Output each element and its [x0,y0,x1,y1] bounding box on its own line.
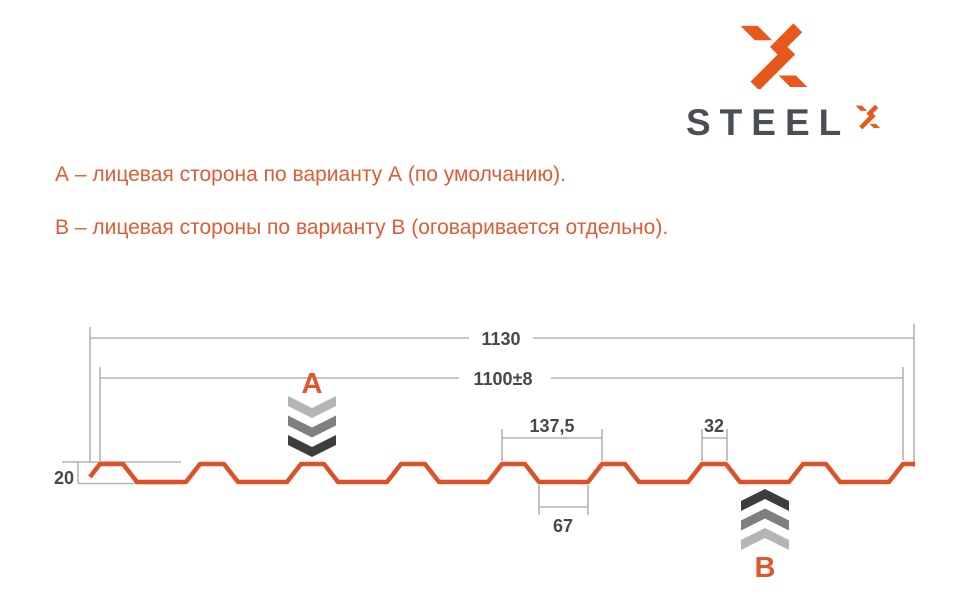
dimension-overall-width: 1130 [89,324,915,467]
marker-variant-b: B [741,489,789,584]
dim-label-useful: 1100±8 [474,369,533,389]
brand-logo: STEEL [686,104,883,141]
marker-variant-a: A [288,368,336,457]
dim-label-overall: 1130 [481,329,520,349]
dim-label-valley: 67 [553,516,573,536]
brand-name: STEEL [686,102,851,143]
chevron-down-icon [288,396,336,457]
dimension-valley: 67 [538,485,589,536]
note-variant-b: В – лицевая стороны по варианту В (огова… [55,216,669,239]
steelx-logo-superscript-icon [855,104,881,129]
dim-label-height: 20 [54,468,74,488]
profile-drawing: 1130 1100±8 137,5 32 [54,324,915,584]
marker-b-label: B [755,552,776,584]
dimension-rib-top: 32 [701,416,728,461]
dim-label-pitch: 137,5 [529,416,574,436]
steelx-logo-icon [740,23,808,89]
sheet-profile-outline [88,461,915,485]
chevron-up-icon [741,489,789,550]
marker-a-label: A [302,368,323,400]
dimension-useful-width: 1100±8 [99,367,904,461]
note-variant-a: А – лицевая сторона по варианту А (по ум… [55,163,566,186]
dimension-pitch: 137,5 [501,416,603,461]
dim-label-rib-top: 32 [704,416,724,436]
dimension-height: 20 [54,461,181,488]
